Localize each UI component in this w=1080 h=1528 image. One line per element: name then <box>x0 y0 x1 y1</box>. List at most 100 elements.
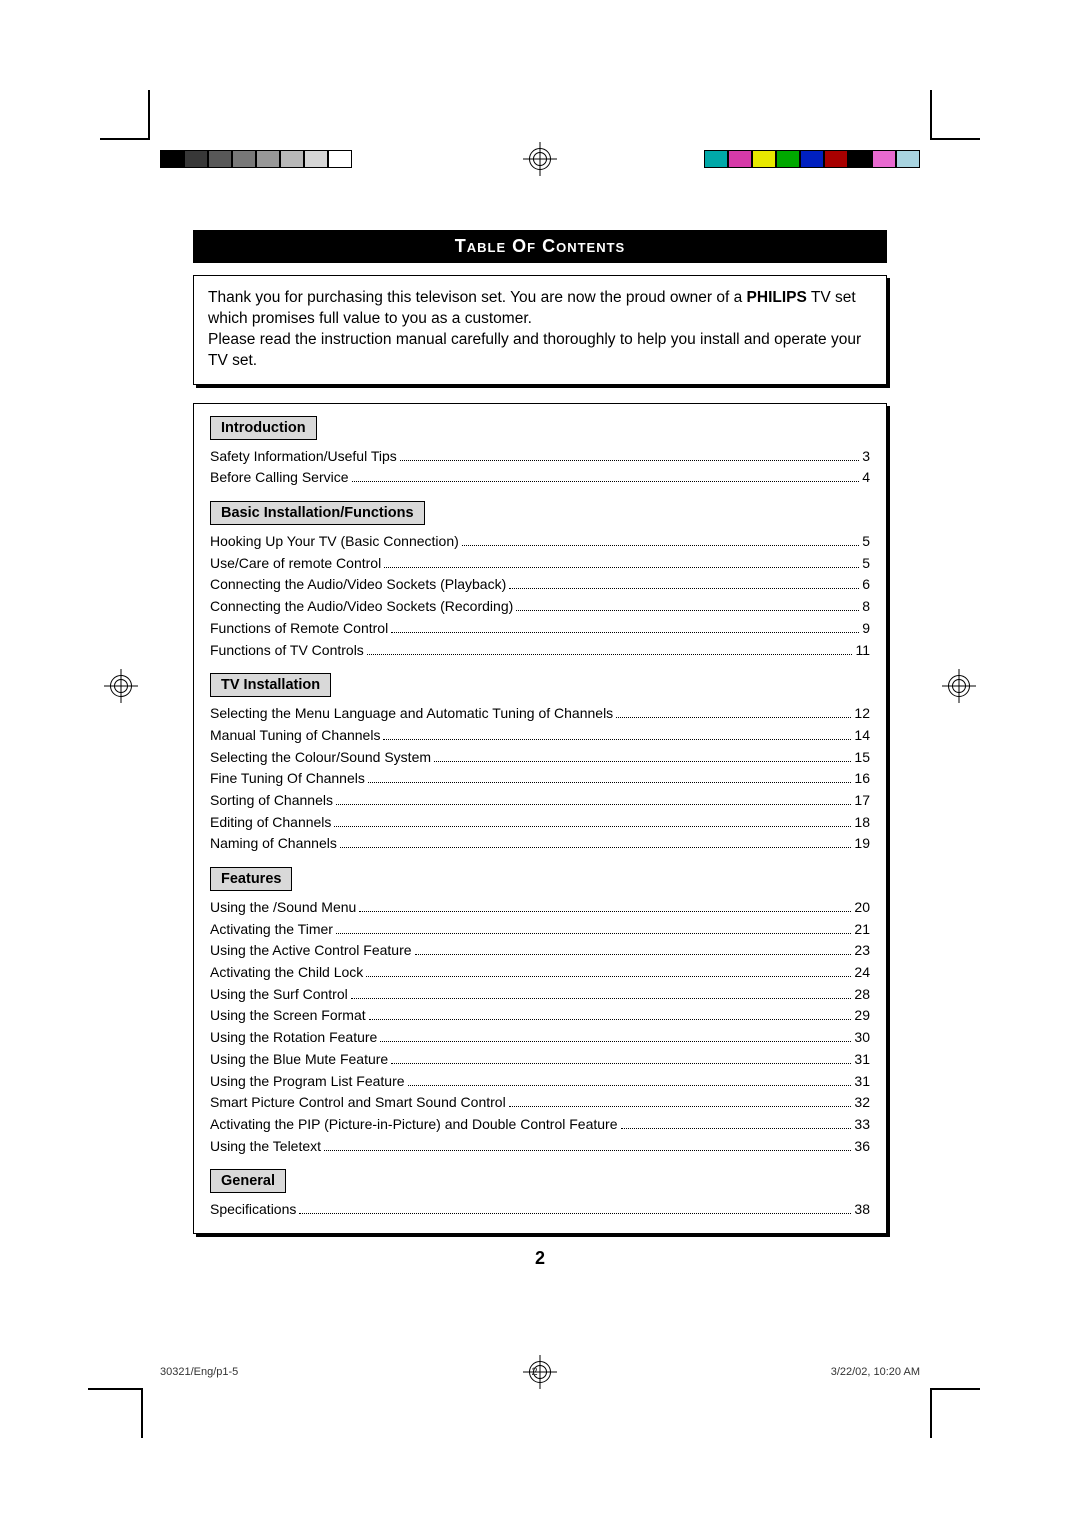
toc-entry-page: 8 <box>862 596 870 618</box>
toc-entry-page: 19 <box>854 833 870 855</box>
toc-leader-dots <box>336 933 851 934</box>
toc-entry-title: Use/Care of remote Control <box>210 553 381 575</box>
toc-entry-title: Connecting the Audio/Video Sockets (Play… <box>210 574 506 596</box>
toc-leader-dots <box>391 632 859 633</box>
color-swatch <box>184 150 208 168</box>
color-swatch <box>776 150 800 168</box>
toc-entry-page: 23 <box>854 940 870 962</box>
toc-leader-dots <box>509 588 859 589</box>
toc-entry: Sorting of Channels 17 <box>210 790 870 812</box>
toc-entry-page: 30 <box>854 1027 870 1049</box>
toc-entry-title: Using the Rotation Feature <box>210 1027 377 1049</box>
toc-entry-title: Selecting the Colour/Sound System <box>210 747 431 769</box>
toc-entry-title: Editing of Channels <box>210 812 331 834</box>
toc-entry: Safety Information/Useful Tips 3 <box>210 446 870 468</box>
toc-leader-dots <box>366 976 851 977</box>
toc-leader-dots <box>415 954 852 955</box>
section-heading: Introduction <box>210 416 317 440</box>
toc-leader-dots <box>462 545 859 546</box>
toc-entry-page: 18 <box>854 812 870 834</box>
register-mark-icon <box>948 675 970 697</box>
color-swatch <box>280 150 304 168</box>
toc-entry: Editing of Channels 18 <box>210 812 870 834</box>
toc-entry-title: Using the Program List Feature <box>210 1071 405 1093</box>
toc-entry-page: 3 <box>862 446 870 468</box>
toc-entry-page: 21 <box>854 919 870 941</box>
toc-leader-dots <box>400 460 859 461</box>
toc-leader-dots <box>359 911 851 912</box>
section-heading: Basic Installation/Functions <box>210 501 425 525</box>
toc-entry-page: 28 <box>854 984 870 1006</box>
toc-entry-page: 15 <box>854 747 870 769</box>
color-swatch <box>752 150 776 168</box>
toc-entry-page: 14 <box>854 725 870 747</box>
toc-leader-dots <box>384 567 859 568</box>
toc-entry-title: Activating the PIP (Picture-in-Picture) … <box>210 1114 618 1136</box>
intro-text: Please read the instruction manual caref… <box>208 331 861 369</box>
page-content: Table Of Contents Thank you for purchasi… <box>193 230 887 1269</box>
footer-date: 3/22/02, 10:20 AM <box>831 1366 920 1378</box>
toc-entry-page: 9 <box>862 618 870 640</box>
color-swatch <box>160 150 184 168</box>
toc-entry-title: Safety Information/Useful Tips <box>210 446 397 468</box>
color-swatch <box>704 150 728 168</box>
toc-entry: Using the /Sound Menu 20 <box>210 897 870 919</box>
register-mark-icon <box>110 675 132 697</box>
toc-entry: Using the Program List Feature 31 <box>210 1071 870 1093</box>
toc-entry-page: 5 <box>862 531 870 553</box>
color-swatch <box>848 150 872 168</box>
toc-entry-page: 16 <box>854 768 870 790</box>
toc-entry: Connecting the Audio/Video Sockets (Reco… <box>210 596 870 618</box>
toc-entry-title: Smart Picture Control and Smart Sound Co… <box>210 1092 506 1114</box>
toc-entry: Connecting the Audio/Video Sockets (Play… <box>210 574 870 596</box>
toc-entry-title: Activating the Child Lock <box>210 962 363 984</box>
toc-entry: Using the Active Control Feature 23 <box>210 940 870 962</box>
color-swatch <box>728 150 752 168</box>
toc-entry: Manual Tuning of Channels 14 <box>210 725 870 747</box>
toc-entry-title: Using the Surf Control <box>210 984 348 1006</box>
toc-entry: Activating the Timer 21 <box>210 919 870 941</box>
toc-entry: Functions of Remote Control 9 <box>210 618 870 640</box>
color-swatch <box>872 150 896 168</box>
toc-leader-dots <box>383 739 851 740</box>
toc-leader-dots <box>516 610 859 611</box>
toc-entry-title: Using the /Sound Menu <box>210 897 356 919</box>
color-swatch <box>232 150 256 168</box>
toc-entry: Activating the Child Lock 24 <box>210 962 870 984</box>
toc-list: Specifications 38 <box>204 1199 876 1223</box>
toc-leader-dots <box>324 1150 851 1151</box>
footer-page: 2 <box>531 1366 537 1378</box>
page-number: 2 <box>193 1248 887 1269</box>
toc-entry: Specifications 38 <box>210 1199 870 1221</box>
toc-entry: Naming of Channels 19 <box>210 833 870 855</box>
crop-mark <box>100 138 150 140</box>
toc-entry-page: 36 <box>854 1136 870 1158</box>
toc-entry-page: 17 <box>854 790 870 812</box>
toc-entry-page: 38 <box>854 1199 870 1221</box>
brand-name: PHILIPS <box>747 289 807 306</box>
toc-leader-dots <box>352 481 860 482</box>
toc-list: Selecting the Menu Language and Automati… <box>204 703 876 857</box>
toc-entry: Fine Tuning Of Channels 16 <box>210 768 870 790</box>
toc-leader-dots <box>616 717 851 718</box>
section-heading: TV Installation <box>210 673 331 697</box>
toc-entry-page: 31 <box>854 1049 870 1071</box>
toc-entry: Selecting the Colour/Sound System 15 <box>210 747 870 769</box>
toc-list: Safety Information/Useful Tips 3Before C… <box>204 446 876 491</box>
toc-entry-page: 11 <box>855 640 870 662</box>
toc-entry-title: Using the Screen Format <box>210 1005 366 1027</box>
toc-leader-dots <box>351 998 852 999</box>
color-swatch <box>800 150 824 168</box>
toc-entry-title: Using the Active Control Feature <box>210 940 412 962</box>
crop-mark <box>930 1388 980 1390</box>
section-heading: General <box>210 1169 286 1193</box>
toc-entry: Using the Surf Control 28 <box>210 984 870 1006</box>
toc-entry-page: 33 <box>854 1114 870 1136</box>
toc-leader-dots <box>368 782 852 783</box>
crop-mark <box>88 1388 143 1390</box>
toc-leader-dots <box>434 761 851 762</box>
color-swatch <box>208 150 232 168</box>
color-swatch <box>328 150 352 168</box>
toc-entry: Using the Teletext 36 <box>210 1136 870 1158</box>
page-title: Table Of Contents <box>193 230 887 263</box>
